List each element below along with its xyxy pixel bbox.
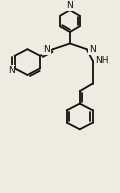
Text: N: N: [43, 45, 50, 54]
Text: N: N: [66, 1, 73, 10]
Text: NH: NH: [96, 56, 109, 65]
Text: N: N: [8, 66, 15, 75]
Text: N: N: [89, 45, 95, 54]
